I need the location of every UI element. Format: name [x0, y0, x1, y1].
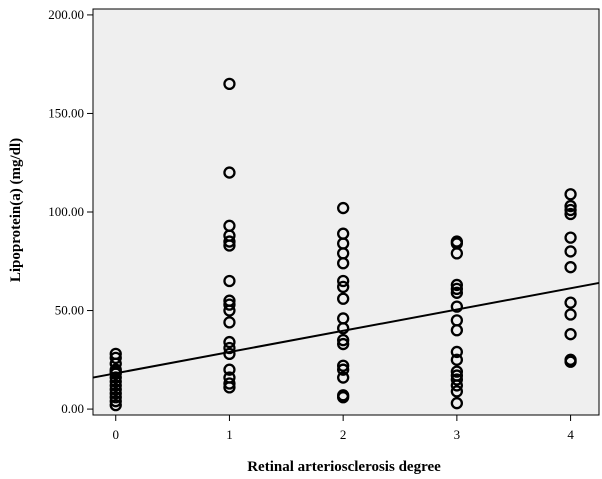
data-point	[450, 345, 464, 359]
y-tick-label: 200.00	[48, 7, 84, 22]
data-point	[450, 282, 464, 296]
data-point	[337, 280, 350, 294]
data-point	[223, 363, 236, 376]
data-point	[337, 201, 350, 215]
data-point	[337, 363, 350, 376]
data-point	[450, 365, 464, 378]
data-point	[337, 292, 350, 305]
x-tick-label: 2	[340, 427, 347, 442]
data-point	[450, 300, 464, 313]
fit-line	[92, 281, 600, 379]
x-tick-label: 1	[226, 427, 233, 442]
data-point	[223, 316, 236, 329]
data-point	[337, 371, 350, 384]
data-point	[109, 351, 122, 364]
data-point	[109, 391, 122, 404]
data-point	[564, 308, 577, 321]
data-point	[564, 207, 577, 221]
data-point	[450, 324, 464, 337]
data-point	[223, 377, 236, 390]
data-point	[223, 381, 236, 394]
fit-line-group	[92, 281, 600, 379]
data-point	[109, 387, 122, 400]
data-point	[223, 304, 236, 317]
y-tick-label: 0.00	[61, 401, 84, 416]
data-point	[223, 347, 236, 361]
data-point	[337, 322, 350, 335]
data-point	[564, 203, 577, 217]
data-point	[109, 363, 122, 376]
x-tick-label: 4	[567, 427, 574, 442]
data-point	[564, 199, 577, 213]
data-point	[450, 286, 464, 299]
data-point	[109, 379, 122, 392]
y-tick-label: 100.00	[48, 204, 84, 219]
data-point	[450, 379, 464, 392]
data-point	[337, 359, 350, 372]
data-point	[564, 245, 577, 258]
data-point	[223, 77, 236, 91]
data-point	[223, 166, 236, 179]
data-point	[109, 347, 122, 361]
x-tick-label: 3	[454, 427, 461, 442]
data-point	[337, 391, 350, 404]
data-point	[109, 383, 122, 396]
data-point	[564, 355, 577, 368]
data-point	[337, 257, 350, 270]
y-axis: 0.00 50.00 100.00 150.00 200.00	[48, 7, 93, 416]
data-point	[223, 239, 236, 252]
y-axis-title: Lipoprotein(a) (mg/dl)	[8, 138, 24, 282]
data-point	[450, 353, 464, 366]
x-axis: 0 1 2 3 4	[112, 415, 574, 442]
data-point	[564, 261, 577, 274]
data-point	[337, 274, 350, 288]
data-point	[223, 335, 236, 349]
data-point	[564, 188, 577, 201]
data-point	[450, 373, 464, 386]
x-axis-title: Retinal arteriosclerosis degree	[247, 459, 441, 475]
data-point	[564, 231, 577, 244]
data-point	[564, 296, 577, 309]
data-point	[450, 278, 464, 292]
data-point	[564, 328, 577, 341]
data-point	[337, 333, 350, 347]
data-point	[223, 274, 236, 288]
data-point	[223, 341, 236, 355]
y-tick-label: 50.00	[55, 303, 84, 318]
data-point	[223, 235, 236, 248]
data-point	[223, 298, 236, 311]
y-tick-label: 150.00	[48, 105, 84, 120]
data-point	[337, 337, 350, 351]
data-point	[450, 397, 464, 410]
data-point	[109, 395, 122, 408]
x-tick-label: 0	[112, 427, 119, 442]
data-point	[450, 385, 464, 398]
data-point	[450, 247, 464, 260]
data-point	[109, 371, 122, 384]
data-point	[109, 398, 122, 412]
data-points	[109, 77, 577, 412]
